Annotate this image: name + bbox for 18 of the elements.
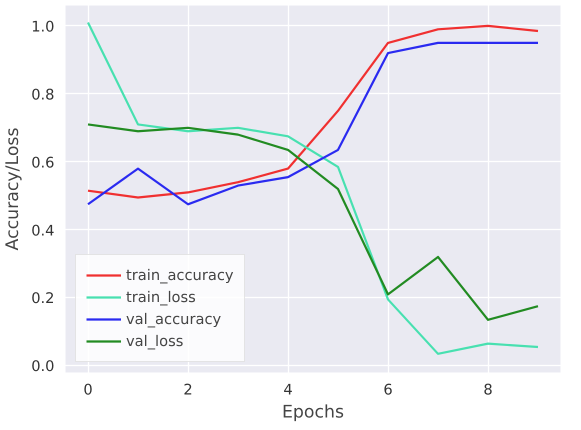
x-tick-label: 0 (83, 382, 93, 398)
y-tick-label: 1.0 (31, 18, 55, 36)
legend-label: val_loss (126, 332, 184, 350)
legend-label: train_loss (126, 288, 196, 306)
y-tick-label: 0.6 (31, 154, 55, 172)
legend-label: train_accuracy (126, 266, 234, 284)
y-axis-title: Accuracy/Loss (3, 128, 24, 250)
y-tick-label: 0.2 (31, 290, 55, 308)
legend-label: val_accuracy (126, 310, 222, 328)
y-tick-label: 0.8 (31, 86, 55, 104)
x-tick-label: 6 (383, 382, 393, 398)
y-tick-label: 0.0 (31, 358, 55, 376)
x-axis-title: Epochs (282, 402, 344, 422)
y-tick-label: 0.4 (31, 222, 55, 240)
x-tick-label: 8 (483, 382, 493, 398)
x-tick-label: 2 (183, 382, 193, 398)
line-series (86, 21, 540, 355)
x-tick-label: 4 (283, 382, 293, 398)
